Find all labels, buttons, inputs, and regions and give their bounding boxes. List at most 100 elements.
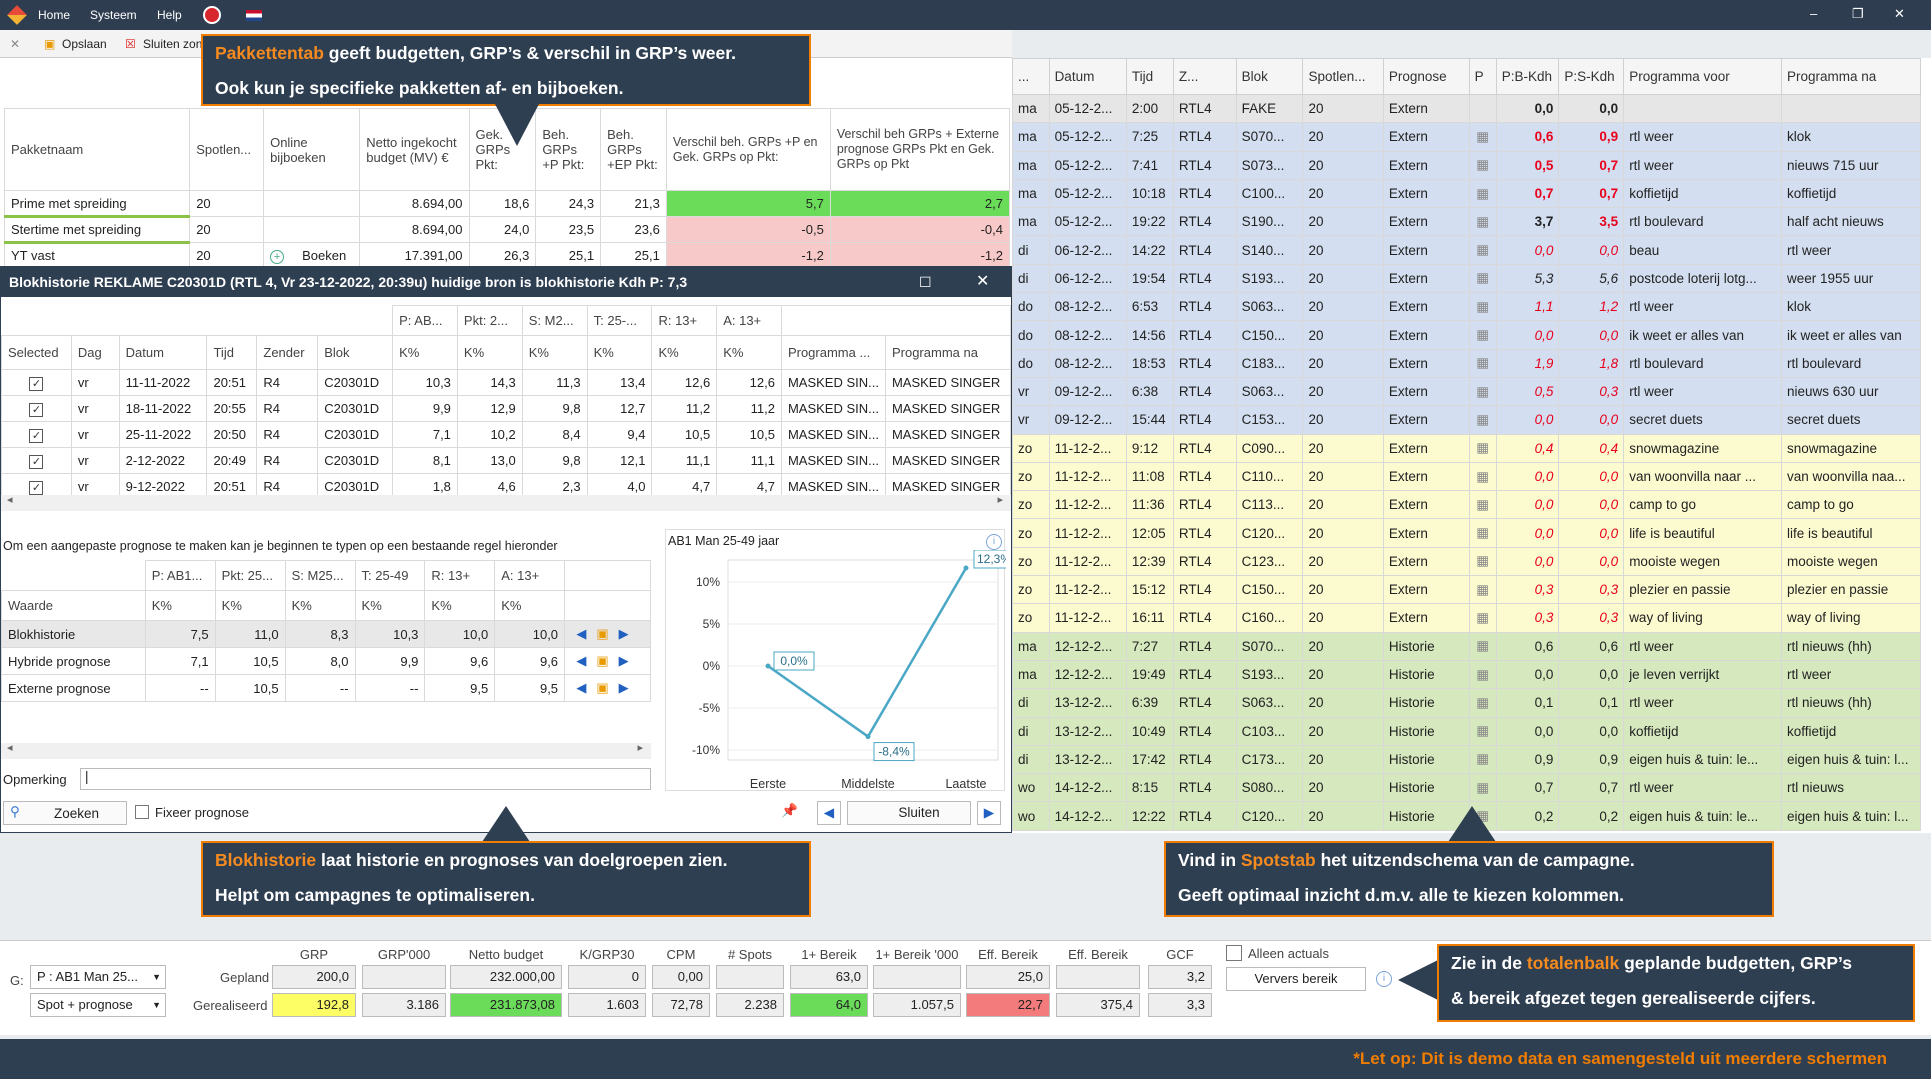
save-icon[interactable]: ▣ (596, 680, 619, 695)
table-row[interactable]: ma 05-12-2... 19:22 RTL4 S190... 20 Extern ▦ 3,7… (1012, 207, 1922, 237)
menu-systeem[interactable]: Systeem (90, 8, 137, 22)
cell[interactable]: 7,1 (144, 647, 216, 675)
col-zender[interactable]: Zender (256, 335, 319, 370)
cell[interactable]: 9,5 (494, 674, 566, 702)
table-row[interactable]: do 08-12-2... 6:53 RTL4 S063... 20 Extern ▦ 1,1 1… (1012, 292, 1922, 322)
save-icon[interactable]: ▣ (596, 626, 619, 641)
col-k[interactable]: K% (456, 335, 523, 370)
table-row[interactable]: vr 09-12-2... 15:44 RTL4 C153... 20 Extern ▦ 0,0… (1012, 405, 1922, 435)
table-row[interactable]: ma 05-12-2... 10:18 RTL4 C100... 20 Extern ▦ 0,7… (1012, 178, 1922, 209)
col-beh-grps-p[interactable]: Beh. GRPs +P Pkt: (535, 108, 602, 191)
cell[interactable]: -- (354, 674, 426, 702)
table-row[interactable]: zo 11-12-2... 12:05 RTL4 C120... 20 Extern ▦ 0,0… (1012, 518, 1922, 548)
row-checkbox[interactable]: ✓ (29, 428, 44, 443)
col-zender[interactable]: Z... (1172, 58, 1237, 95)
cell[interactable]: 10,0 (494, 620, 566, 648)
col-ps-kdh[interactable]: P:S-Kdh (1558, 58, 1625, 95)
cell[interactable]: 9,6 (424, 647, 496, 675)
cell[interactable]: 10,5 (214, 674, 286, 702)
data-point[interactable] (765, 663, 771, 669)
close-zone-button[interactable]: Sluiten zon (143, 37, 203, 51)
row-checkbox[interactable]: ✓ (29, 376, 44, 391)
table-row[interactable]: di 06-12-2... 14:22 RTL4 S140... 20 Extern ▦ 0,0… (1012, 235, 1922, 265)
prev-icon[interactable]: ◀ (576, 653, 597, 668)
col-tijd[interactable]: Tijd (1125, 58, 1174, 95)
selected-cell[interactable]: ✓ (1, 447, 72, 474)
zoeken-button[interactable]: ⚲ Zoeken (3, 801, 127, 825)
table-row[interactable]: Blokhistorie 7,5 11,0 8,3 10,3 10,0 10,0 ◀▣▶ (1, 620, 651, 648)
col-selected[interactable]: Selected (1, 335, 72, 370)
brand-icon[interactable] (203, 6, 221, 24)
col-k[interactable]: K% (586, 335, 653, 370)
table-row[interactable]: ✓ vr 18-11-2022 20:55 R4 C20301D 9,9 12,9 9,8 12,… (1, 395, 1012, 422)
table-row[interactable]: zo 11-12-2... 16:11 RTL4 C160... 20 Extern ▦ 0,3… (1012, 603, 1922, 633)
cell[interactable]: -- (144, 674, 216, 702)
info-icon[interactable]: i (986, 534, 1002, 550)
table-row[interactable]: zo 11-12-2... 11:08 RTL4 C110... 20 Extern ▦ 0,0… (1012, 461, 1922, 492)
col-blok[interactable]: Blok (1235, 58, 1304, 95)
pin-icon[interactable]: 📌 (781, 803, 798, 818)
close-window-button[interactable]: ✕ (1894, 6, 1905, 21)
col-beh-grps-ep[interactable]: Beh. GRPs +EP Pkt: (600, 108, 667, 191)
table-row[interactable]: ✓ vr 11-11-2022 20:51 R4 C20301D 10,3 14,3 11,3 1… (1, 369, 1012, 396)
col-k[interactable]: K% (651, 335, 718, 370)
prev-button[interactable]: ◀ (817, 801, 841, 825)
table-row[interactable]: ma 05-12-2... 7:25 RTL4 S070... 20 Extern ▦ 0,6 0… (1012, 122, 1922, 152)
col-spotlengte[interactable]: Spotlen... (189, 108, 265, 191)
table-row[interactable]: zo 11-12-2... 11:36 RTL4 C113... 20 Extern ▦ 0,0… (1012, 490, 1922, 520)
col-prognose[interactable]: Prognose (1382, 58, 1470, 95)
col-programma-voor[interactable]: Programma ... (780, 335, 886, 370)
col-pb-kdh[interactable]: P:B-Kdh (1495, 58, 1560, 95)
menu-home[interactable]: Home (38, 8, 71, 22)
table-row[interactable]: zo 11-12-2... 9:12 RTL4 C090... 20 Extern ▦ 0,4 0… (1012, 433, 1922, 463)
menu-help[interactable]: Help (157, 8, 182, 22)
col-verschil-ep[interactable]: Verschil beh GRPs + Externe prognose GRP… (829, 108, 1011, 191)
save-icon[interactable]: ▣ (596, 653, 619, 668)
col-blok[interactable]: Blok (317, 335, 394, 370)
cell[interactable]: 9,9 (354, 647, 426, 675)
flag-nl-icon[interactable] (246, 10, 262, 21)
cell[interactable]: 9,5 (424, 674, 496, 702)
col-k[interactable]: K% (392, 335, 458, 370)
selected-cell[interactable]: ✓ (1, 395, 72, 422)
table-row[interactable]: Prime met spreiding 20 8.694,00 18,6 24,… (3, 190, 1011, 218)
col-netto-budget[interactable]: Netto ingekocht budget (MV) € (359, 108, 470, 191)
fixeer-checkbox[interactable] (135, 805, 149, 819)
next-icon[interactable]: ▶ (618, 680, 639, 695)
table-row[interactable]: ma 12-12-2... 7:27 RTL4 S070... 20 Historie ▦ 0,… (1012, 631, 1922, 661)
sluiten-button[interactable]: Sluiten (847, 801, 971, 825)
col-datum[interactable]: Datum (118, 335, 208, 370)
col-waarde[interactable]: Waarde (1, 590, 146, 621)
col-k[interactable]: K% (354, 590, 426, 621)
col-k[interactable]: K% (716, 335, 782, 370)
cell[interactable]: 8,0 (284, 647, 356, 675)
col-programma-na[interactable]: Programma na (884, 335, 1012, 370)
table-row[interactable]: di 13-12-2... 6:39 RTL4 S063... 20 Historie ▦ 0,… (1012, 688, 1922, 718)
col-online-bijboeken[interactable]: Online bijboeken (263, 108, 361, 191)
boeken-button[interactable]: Boeken (302, 247, 347, 263)
table-row[interactable]: ma 05-12-2... 2:00 RTL4 FAKE 20 Extern 0,0 0,0 (1012, 93, 1922, 124)
cell[interactable]: 10,0 (424, 620, 496, 648)
save-button[interactable]: Opslaan (62, 37, 107, 51)
ververs-bereik-button[interactable]: Ververs bereik (1226, 967, 1366, 991)
col-programma-voor[interactable]: Programma voor (1623, 58, 1782, 95)
col-datum[interactable]: Datum (1048, 58, 1127, 95)
table-row[interactable]: di 06-12-2... 19:54 RTL4 S193... 20 Extern ▦ 5,3… (1012, 263, 1922, 294)
selected-cell[interactable]: ✓ (1, 369, 72, 396)
maximize-icon[interactable]: ☐ (919, 274, 932, 290)
cell[interactable]: 10,3 (354, 620, 426, 648)
cell[interactable]: -- (284, 674, 356, 702)
close-icon[interactable]: ✕ (976, 273, 990, 290)
table-row[interactable]: ✓ vr 2-12-2022 20:49 R4 C20301D 8,1 13,0 9,8 12,1… (1, 447, 1012, 474)
alleen-actuals-checkbox[interactable] (1226, 945, 1242, 961)
table-row[interactable]: do 08-12-2... 14:56 RTL4 C150... 20 Extern ▦ 0,0… (1012, 320, 1922, 350)
col-k[interactable]: K% (284, 590, 356, 621)
col-verschil-p[interactable]: Verschil beh. GRPs +P en Gek. GRPs op Pk… (665, 108, 831, 191)
cell[interactable]: 9,6 (494, 647, 566, 675)
col-k[interactable]: K% (521, 335, 588, 370)
col-k[interactable]: K% (424, 590, 496, 621)
prev-icon[interactable]: ◀ (576, 626, 597, 641)
col-pakketnaam[interactable]: Pakketnaam (3, 108, 191, 191)
cell[interactable]: 7,5 (144, 620, 216, 648)
opmerking-input[interactable]: | (80, 768, 651, 790)
